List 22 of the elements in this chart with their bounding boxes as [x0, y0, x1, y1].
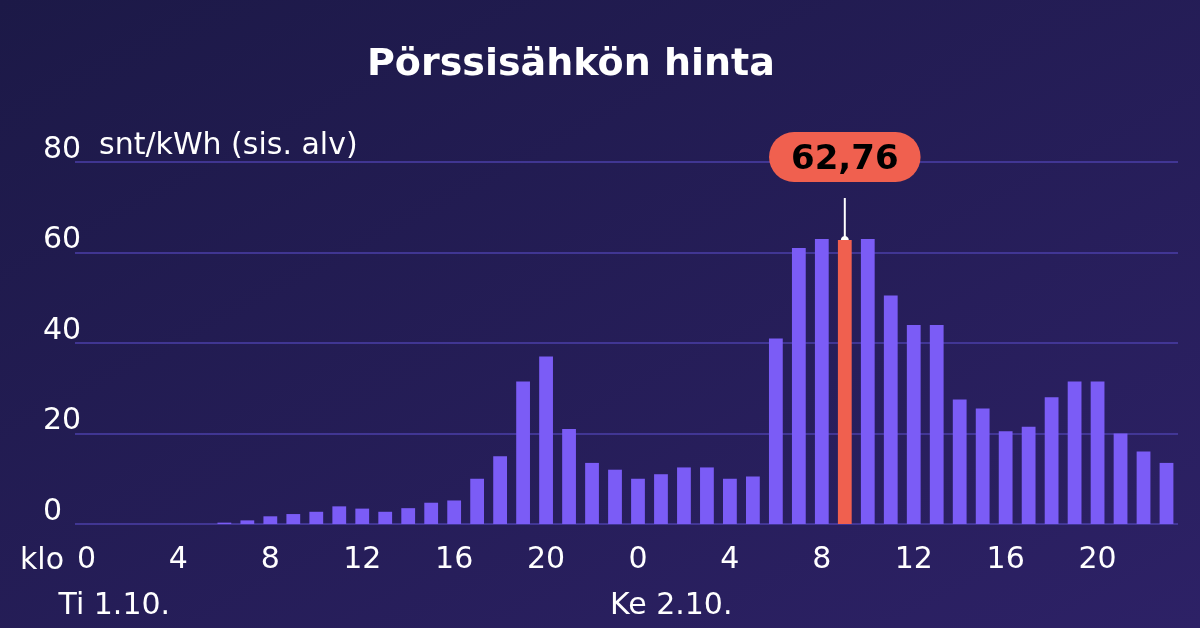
- x-tick-label: 4: [168, 539, 188, 575]
- x-tick-label: 0: [628, 539, 648, 575]
- y-tick-label: 80: [43, 129, 82, 165]
- y-tick-label: 0: [43, 491, 63, 527]
- x-tick-label: 20: [526, 539, 566, 575]
- text: Ti 1.10.: [57, 585, 171, 621]
- x-tick-label: 16: [986, 539, 1025, 575]
- x-tick-label: 8: [260, 539, 280, 575]
- text: Ke 2.10.: [609, 585, 733, 621]
- x-tick-label: 12: [894, 539, 933, 575]
- x-tick-label: 8: [812, 539, 832, 575]
- text: klo: [20, 540, 65, 576]
- y-tick-label: 60: [43, 220, 82, 255]
- y-axis-title: snt/kWh (sis. alv): [99, 125, 358, 161]
- x-tick-label: 4: [720, 539, 740, 575]
- x-tick-label: 16: [435, 539, 474, 575]
- x-tick-label: 12: [343, 539, 382, 575]
- y-tick-label: 20: [43, 401, 82, 436]
- y-tick-label: 40: [43, 310, 82, 346]
- x-tick-label: 20: [1078, 539, 1117, 575]
- data-label: 62,76: [791, 137, 899, 178]
- chart-title: Pörssisähkön hinta: [367, 40, 775, 84]
